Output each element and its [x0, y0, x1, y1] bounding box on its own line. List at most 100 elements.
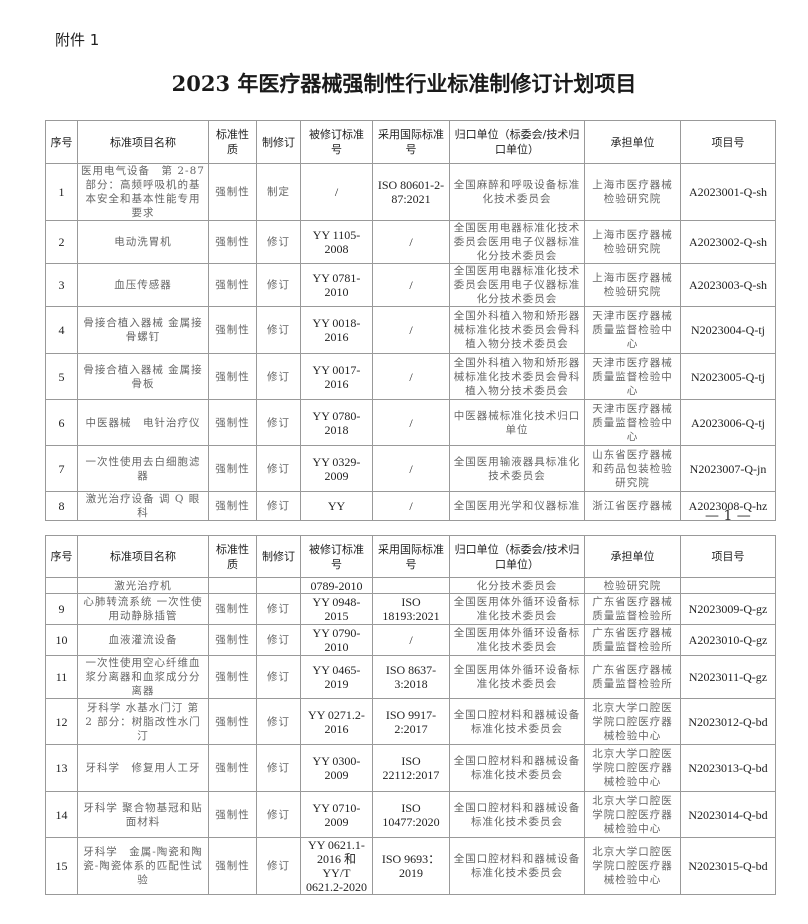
cell-intl-standard: ISO 9917-2:2017: [372, 698, 450, 745]
cell-intl-standard: ISO 8637-3:2018: [372, 655, 450, 699]
cell-revised-standard: YY 0271.2-2016: [300, 698, 373, 745]
cell-undertaking-unit: 上海市医疗器械检验研究院: [584, 220, 681, 264]
cell-revision-type: 修订: [256, 791, 301, 838]
table-row: 10 血液灌流设备 强制性 修订 YY 0790-2010/全国医用体外循环设备标准化技…: [45, 624, 776, 656]
cell-nature: 强制性: [208, 655, 257, 699]
header-index: 序号: [45, 535, 78, 578]
cell-index: [45, 577, 78, 594]
table-row: 14 牙科学 聚合物基冠和贴面材料 强制性 修订 YY 0710-2009 ISO 104…: [45, 791, 776, 838]
cell-index: 5: [45, 353, 78, 400]
table-row: 9 心肺转流系统 一次性使用动静脉插管 强制性 修订 YY 0948-2015 ISO 1…: [45, 593, 776, 625]
header-row: 序号 标准项目名称 标准性质 制修订 被修订标准号 采用国际标准号 归口单位（标委会/技术归…: [45, 120, 776, 164]
cell-revised-standard: YY 0781-2010: [300, 263, 373, 307]
cell-revision-type: 修订: [256, 491, 301, 521]
header-revised-standard: 被修订标准号: [300, 535, 373, 578]
standards-table-page-2: 序号 标准项目名称 标准性质 制修订 被修订标准号 采用国际标准号 归口单位（标委会/技术归…: [45, 535, 776, 895]
cell-revision-type: 修订: [256, 655, 301, 699]
cell-revised-standard: YY 0017-2016: [300, 353, 373, 400]
cell-undertaking-unit: 天津市医疗器械质量监督检验中心: [584, 399, 681, 446]
cell-index: 2: [45, 220, 78, 264]
cell-project-id: A2023010-Q-gz: [680, 624, 776, 656]
cell-name: 激光治疗机: [77, 577, 209, 594]
cell-responsible-unit: 全国口腔材料和器械设备标准化技术委员会: [449, 837, 585, 895]
cell-undertaking-unit: 北京大学口腔医学院口腔医疗器械检验中心: [584, 698, 681, 745]
header-undertaking-unit: 承担单位: [584, 120, 681, 164]
cell-name: 一次性使用空心纤维血浆分离器和血浆成分分离器: [77, 655, 209, 699]
cell-index: 8: [45, 491, 78, 521]
cell-undertaking-unit: 检验研究院: [584, 577, 681, 594]
cell-undertaking-unit: 北京大学口腔医学院口腔医疗器械检验中心: [584, 791, 681, 838]
cell-revised-standard: YY 0465-2019: [300, 655, 373, 699]
cell-revised-standard: YY 0621.1-2016 和 YY/T 0621.2-2020: [300, 837, 373, 895]
cell-responsible-unit: 全国口腔材料和器械设备标准化技术委员会: [449, 791, 585, 838]
cell-nature: 强制性: [208, 837, 257, 895]
cell-project-id: N2023009-Q-gz: [680, 593, 776, 625]
cell-nature: 强制性: [208, 698, 257, 745]
cell-intl-standard: /: [372, 399, 450, 446]
header-responsible-unit: 归口单位（标委会/技术归口单位）: [449, 120, 585, 164]
table-row: 8 激光治疗设备 调 Q 眼科 强制性 修订 YY / 全国医用光学和仪器标准 浙江省医疗器械…: [45, 491, 776, 521]
cell-nature: 强制性: [208, 399, 257, 446]
cell-responsible-unit: 全国医用电器标准化技术委员会医用电子仪器标准化分技术委员会: [449, 263, 585, 307]
cell-index: 13: [45, 744, 78, 792]
cell-nature: 强制性: [208, 791, 257, 838]
cell-nature: 强制性: [208, 220, 257, 264]
header-name: 标准项目名称: [77, 535, 209, 578]
page-number: — 1 —: [705, 508, 751, 524]
cell-index: 3: [45, 263, 78, 307]
cell-undertaking-unit: 山东省医疗器械和药品包装检验研究院: [584, 445, 681, 492]
cell-responsible-unit: 全国医用体外循环设备标准化技术委员会: [449, 624, 585, 656]
cell-intl-standard: /: [372, 306, 450, 354]
cell-nature: 强制性: [208, 593, 257, 625]
header-responsible-unit: 归口单位（标委会/技术归口单位）: [449, 535, 585, 578]
cell-responsible-unit: 全国医用输液器具标准化技术委员会: [449, 445, 585, 492]
cell-project-id: A2023001-Q-sh: [680, 163, 776, 221]
cell-undertaking-unit: 广东省医疗器械质量监督检验所: [584, 624, 681, 656]
header-nature: 标准性质: [208, 120, 257, 164]
table-row: 7 一次性使用去白细胞滤器 强制性 修订 YY 0329-2009/全国医用输液器具标准…: [45, 445, 776, 492]
cell-project-id: N2023004-Q-tj: [680, 306, 776, 354]
table-row: 13 牙科学 修复用人工牙 强制性 修订 YY 0300-2009 ISO 22112:2…: [45, 744, 776, 792]
cell-revision-type: 修订: [256, 306, 301, 354]
cell-responsible-unit: 全国医用体外循环设备标准化技术委员会: [449, 593, 585, 625]
cell-undertaking-unit: 北京大学口腔医学院口腔医疗器械检验中心: [584, 744, 681, 792]
cell-project-id: N2023012-Q-bd: [680, 698, 776, 745]
cell-responsible-unit: 全国外科植入物和矫形器械标准化技术委员会骨科植入物分技术委员会: [449, 306, 585, 354]
cell-revision-type: [256, 577, 301, 594]
cell-index: 9: [45, 593, 78, 625]
cell-index: 1: [45, 163, 78, 221]
cell-responsible-unit: 全国口腔材料和器械设备标准化技术委员会: [449, 744, 585, 792]
cell-revision-type: 修订: [256, 698, 301, 745]
cell-responsible-unit: 全国麻醉和呼吸设备标准化技术委员会: [449, 163, 585, 221]
attachment-label: 附件 1: [55, 31, 100, 49]
cell-name: 牙科学 聚合物基冠和贴面材料: [77, 791, 209, 838]
cell-name: 牙科学 水基水门汀 第 2 部分：树脂改性水门汀: [77, 698, 209, 745]
cell-revision-type: 修订: [256, 593, 301, 625]
cell-name: 骨接合植入器械 金属接骨螺钉: [77, 306, 209, 354]
header-revised-standard: 被修订标准号: [300, 120, 373, 164]
cell-nature: 强制性: [208, 306, 257, 354]
cell-responsible-unit: 全国医用电器标准化技术委员会医用电子仪器标准化分技术委员会: [449, 220, 585, 264]
header-revision-type: 制修订: [256, 120, 301, 164]
table-row: 4 骨接合植入器械 金属接骨螺钉 强制性 修订 YY 0018-2016/全国外科植入物…: [45, 306, 776, 354]
cell-project-id: N2023011-Q-gz: [680, 655, 776, 699]
cell-undertaking-unit: 北京大学口腔医学院口腔医疗器械检验中心: [584, 837, 681, 895]
cell-project-id: [680, 577, 776, 594]
header-row: 序号 标准项目名称 标准性质 制修订 被修订标准号 采用国际标准号 归口单位（标委会/技术归…: [45, 535, 776, 578]
cell-nature: 强制性: [208, 624, 257, 656]
cell-revised-standard: YY 0780-2018: [300, 399, 373, 446]
cell-revision-type: 修订: [256, 837, 301, 895]
page-title: 2023 年医疗器械强制性行业标准制修订计划项目: [171, 71, 637, 96]
cell-nature: 强制性: [208, 163, 257, 221]
header-nature: 标准性质: [208, 535, 257, 578]
table-row: 12 牙科学 水基水门汀 第 2 部分：树脂改性水门汀 强制性 修订 YY 0271.2…: [45, 698, 776, 745]
cell-intl-standard: ISO 9693：2019: [372, 837, 450, 895]
header-undertaking-unit: 承担单位: [584, 535, 681, 578]
cell-nature: 强制性: [208, 445, 257, 492]
cell-index: 7: [45, 445, 78, 492]
cell-project-id: N2023013-Q-bd: [680, 744, 776, 792]
cell-revised-standard: YY 0710-2009: [300, 791, 373, 838]
header-name: 标准项目名称: [77, 120, 209, 164]
cell-responsible-unit: 中医器械标准化技术归口单位: [449, 399, 585, 446]
cell-project-id: A2023003-Q-sh: [680, 263, 776, 307]
